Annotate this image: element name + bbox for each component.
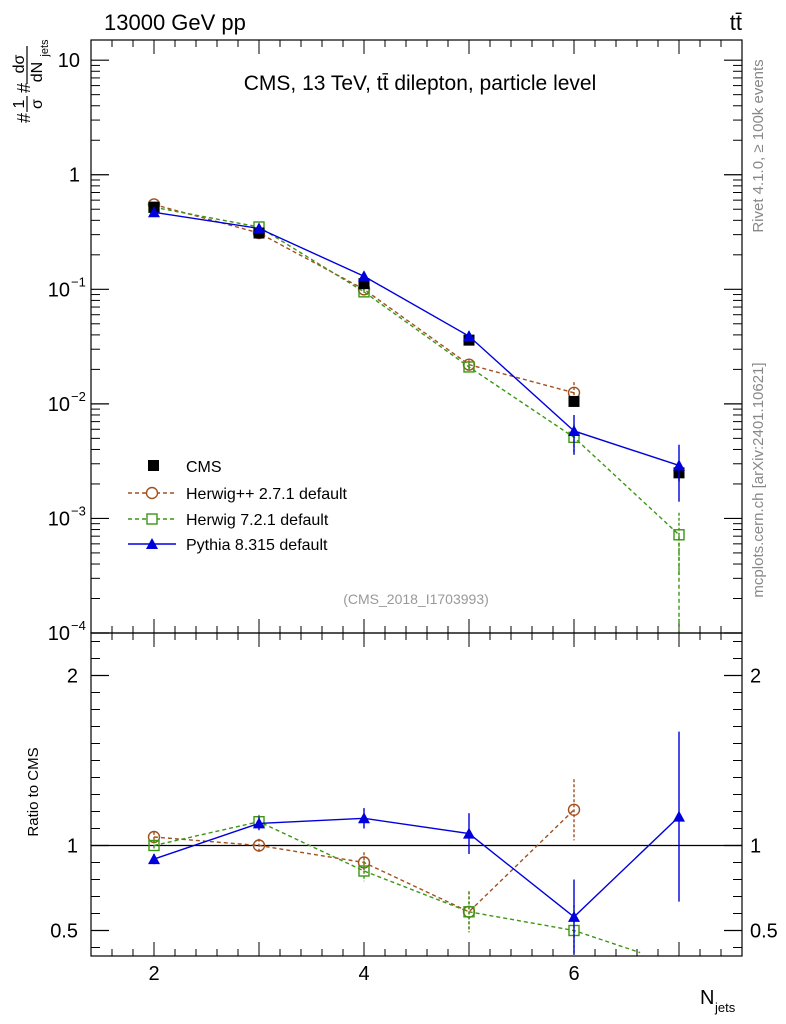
data-point-marker <box>673 459 685 471</box>
x-tick-label: 6 <box>568 963 579 985</box>
data-point-marker <box>253 222 265 234</box>
y-tick-label: 1 <box>69 165 80 187</box>
ratio-line <box>153 820 641 954</box>
data-point-marker <box>463 330 475 342</box>
legend-entry-cms: CMS <box>148 459 222 476</box>
x-tick-label: 2 <box>148 963 159 985</box>
ylabel-dn: dN <box>29 62 46 82</box>
ylabel-jets-sub: jets <box>39 39 51 58</box>
ratio-line <box>153 816 680 918</box>
series-pythia-8-315-default <box>148 206 685 502</box>
data-point-marker <box>358 865 370 877</box>
data-point-marker <box>148 853 160 865</box>
data-point-marker <box>253 817 265 829</box>
legend-label-herwigpp: Herwig++ 2.7.1 default <box>186 486 348 503</box>
data-point-marker <box>252 839 266 852</box>
ylabel-one: 1 <box>11 99 28 108</box>
series-herwig-2-7-1-default <box>147 198 581 407</box>
ratio-y-tick-label: 1 <box>67 836 78 858</box>
ratio-ylabel: Ratio to CMS <box>25 747 42 836</box>
ylabel-hash-1: # <box>14 113 34 123</box>
legend-marker-herwigpp <box>145 486 159 500</box>
main-series <box>147 198 685 633</box>
series-cms <box>148 201 685 482</box>
ratio-y-tick-label-right: 0.5 <box>750 921 778 943</box>
ratio-series-herwig-2-7-1-default <box>147 779 581 933</box>
y-tick-exponent: −1 <box>71 274 86 289</box>
data-point-marker <box>148 839 160 852</box>
ratio-y-tick-label: 2 <box>67 666 78 688</box>
ylabel-dsigma: dσ <box>11 54 28 73</box>
data-point-marker <box>463 827 475 839</box>
xlabel-jets-sub: jets <box>714 1000 736 1015</box>
main-title: CMS, 13 TeV, tt̄ dilepton, particle leve… <box>244 72 597 95</box>
legend-label-cms: CMS <box>186 459 222 476</box>
data-point-marker <box>463 361 475 373</box>
legend-label-herwig7: Herwig 7.2.1 default <box>186 512 329 529</box>
y-tick-label: 10 <box>48 623 70 645</box>
x-tick-label: 4 <box>358 963 369 985</box>
xlabel-n: N <box>700 987 714 1009</box>
y-tick-label: 10 <box>48 508 70 530</box>
legend-entry-herwig7: Herwig 7.2.1 default <box>128 512 329 529</box>
ratio-series-pythia-8-315-default <box>148 731 685 955</box>
y-tick-label: 10 <box>58 50 80 72</box>
data-point-marker <box>673 529 685 541</box>
legend-marker-cms <box>148 460 159 471</box>
rivet-label: Rivet 4.1.0, ≥ 100k events <box>750 59 767 232</box>
ylabel-hash-2: # <box>14 83 34 93</box>
process-label: tt̄ <box>730 10 742 35</box>
series-line <box>153 203 575 394</box>
series-line <box>153 206 680 633</box>
energy-label: 13000 GeV pp <box>104 10 246 35</box>
ratio-plot-frame <box>90 632 743 957</box>
y-tick-label: 10 <box>48 279 70 301</box>
legend-marker-pythia <box>146 538 158 549</box>
series-line <box>153 211 680 467</box>
data-point-marker <box>568 910 580 922</box>
y-tick-exponent: −4 <box>71 618 86 633</box>
ratio-y-tick-label-right: 2 <box>750 666 761 688</box>
ylabel-sigma: σ <box>29 99 46 109</box>
legend-entry-pythia: Pythia 8.315 default <box>128 537 328 554</box>
data-point-marker <box>358 270 370 282</box>
legend-marker-herwig7 <box>146 513 158 525</box>
legend: CMS Herwig++ 2.7.1 default Herwig 7.2.1 … <box>128 459 348 554</box>
ratio-series <box>147 731 685 956</box>
mcplots-label: mcplots.cern.ch [arXiv:2401.10621] <box>750 362 767 597</box>
data-point-marker <box>148 206 160 218</box>
ratio-y-tick-label-right: 1 <box>750 836 761 858</box>
data-point-marker <box>673 810 685 822</box>
data-point-marker <box>463 906 475 918</box>
data-point-marker <box>567 803 581 816</box>
data-point-marker <box>568 424 580 436</box>
data-point-marker <box>358 278 370 290</box>
data-point-marker <box>358 812 370 824</box>
ratio-axes: 0.5 0.5 1 1 2 2 2 4 6 <box>50 633 778 985</box>
data-point-marker <box>568 395 580 407</box>
analysis-watermark: (CMS_2018_I1703993) <box>343 591 489 607</box>
y-tick-label: 10 <box>48 394 70 416</box>
y-tick-exponent: −3 <box>71 503 86 518</box>
ratio-y-tick-label: 0.5 <box>50 921 78 943</box>
series-herwig-7-2-1-default <box>148 201 685 633</box>
legend-entry-herwigpp: Herwig++ 2.7.1 default <box>128 486 348 503</box>
main-ylabel: # 1 σ # dσ dN jets <box>11 39 51 123</box>
y-tick-exponent: −2 <box>71 389 86 404</box>
legend-label-pythia: Pythia 8.315 default <box>186 537 328 554</box>
